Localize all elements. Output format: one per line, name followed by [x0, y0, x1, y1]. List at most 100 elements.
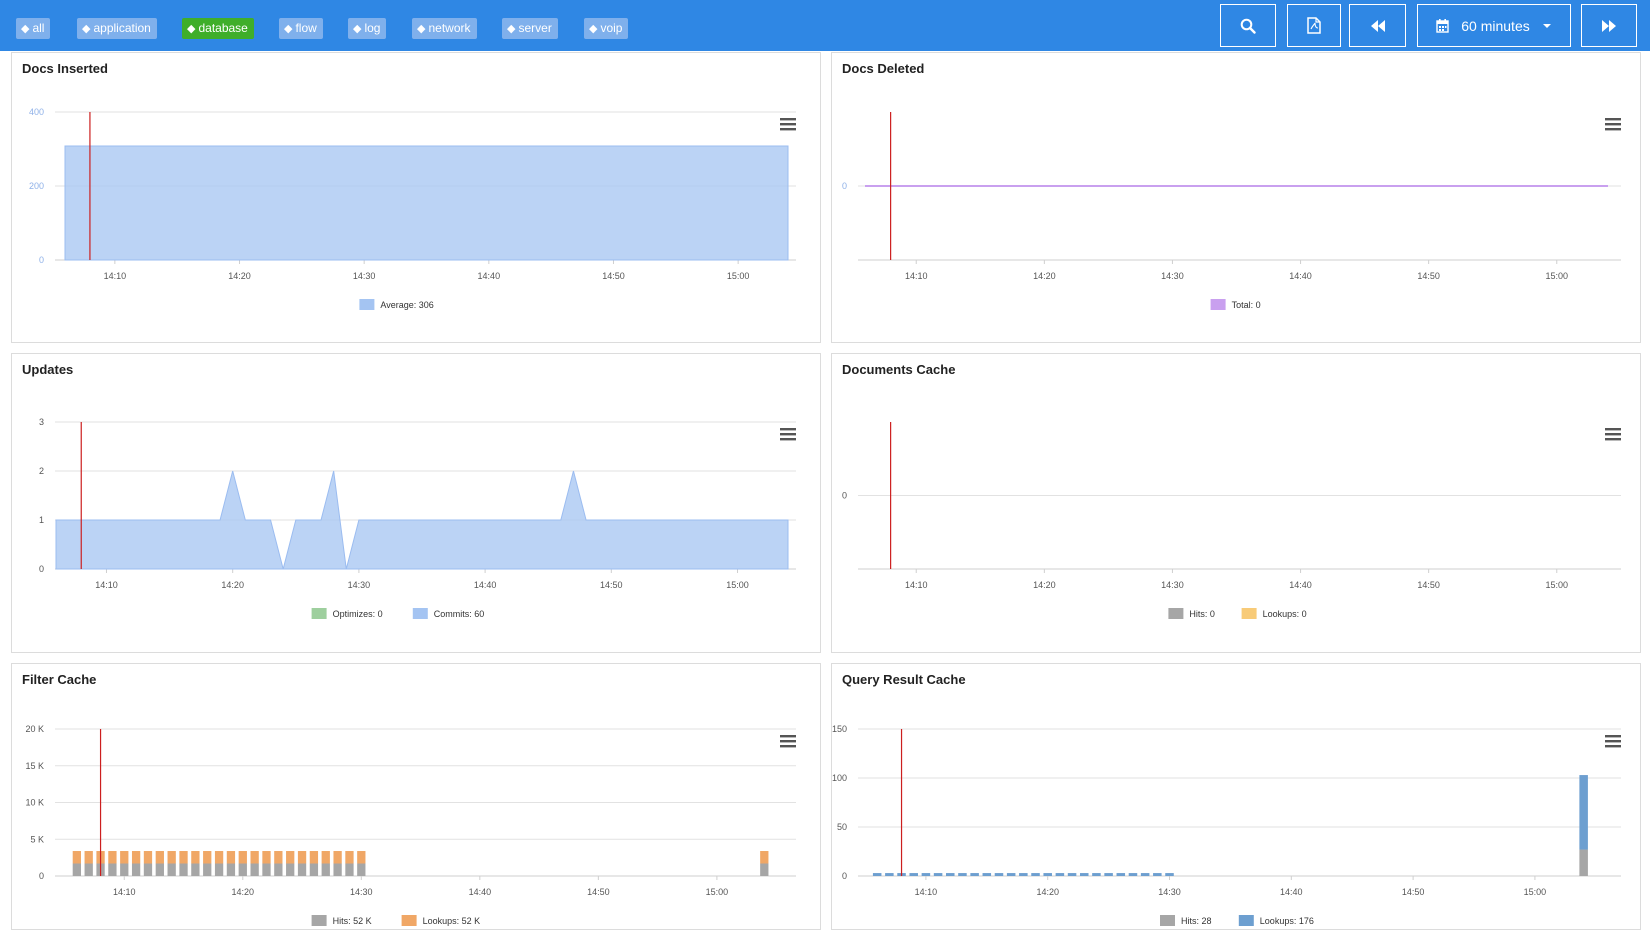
x-tick-label: 14:30 — [1161, 271, 1184, 281]
bar-segment — [345, 863, 354, 876]
legend-item[interactable]: Lookups: 0 — [1241, 608, 1307, 619]
panel-documents-cache: Documents Cache 0 14:10 14:20 14:30 14:40 14:5… — [831, 353, 1641, 653]
bar-segment — [1128, 873, 1138, 876]
legend-label: Average: 306 — [380, 300, 433, 310]
bar-segment — [120, 863, 129, 876]
bar-segment — [321, 851, 330, 864]
chart-menu-icon[interactable] — [776, 114, 800, 134]
legend-item[interactable]: Commits: 60 — [412, 608, 485, 619]
tag-log[interactable]: ◆ log — [348, 18, 387, 39]
search-button[interactable] — [1220, 4, 1276, 47]
tag-network[interactable]: ◆ network — [412, 18, 477, 39]
chart-menu-icon[interactable] — [1601, 114, 1625, 134]
legend-label: Commits: 60 — [434, 609, 485, 619]
x-tick-label: 14:50 — [602, 271, 625, 281]
tag-all[interactable]: ◆ all — [16, 18, 51, 39]
next-range-button[interactable] — [1581, 4, 1637, 47]
bar-segment — [1031, 873, 1040, 876]
panel-title: Updates — [22, 362, 74, 377]
bar-segment — [1055, 873, 1065, 876]
tag-icon: ◆ — [187, 23, 196, 35]
x-tick-label: 15:00 — [1545, 271, 1568, 281]
y-tick-label: 10 K — [25, 798, 44, 808]
x-tick-label: 14:50 — [587, 887, 610, 897]
bar-segment — [238, 863, 247, 876]
bar-segment — [1579, 849, 1588, 876]
chart-menu-icon[interactable] — [1601, 731, 1625, 751]
x-tick-label: 14:40 — [474, 580, 497, 590]
legend-item[interactable]: Hits: 52 K — [311, 915, 372, 926]
chart-menu-icon[interactable] — [1601, 424, 1625, 444]
y-tick-label: 5 K — [30, 834, 44, 844]
x-tick-label: 14:50 — [1417, 580, 1440, 590]
bar-segment — [108, 863, 117, 876]
tag-icon: ◆ — [417, 23, 426, 35]
tag-application[interactable]: ◆ application — [77, 18, 157, 39]
chart-query-result-cache: 0 50 100 150 14:10 14:20 14:30 14:40 14:50 15:00 H… — [832, 724, 1625, 926]
bar-segment — [297, 863, 307, 876]
y-tick-label: 0 — [842, 871, 847, 881]
x-tick-label: 14:30 — [353, 271, 376, 281]
bar-segment — [1092, 873, 1101, 876]
bar-segment — [1104, 873, 1113, 876]
previous-range-button[interactable] — [1349, 4, 1406, 47]
chart-docs-inserted: 0 200 400 14:10 14:20 14:30 14:40 14:50 15:00 Ave… — [29, 107, 800, 310]
bar-segment — [131, 851, 141, 864]
y-tick-label: 20 K — [25, 724, 44, 734]
file-pdf-icon — [1307, 17, 1321, 34]
series-area — [64, 145, 789, 261]
x-tick-label: 14:10 — [104, 271, 127, 281]
chart-menu-icon[interactable] — [776, 731, 800, 751]
x-tick-label: 14:10 — [905, 271, 928, 281]
panel-filter-cache: Filter Cache 0 5 K 10 K 15 K 20 K 14:10 14:20 14… — [11, 663, 821, 930]
x-tick-label: 14:20 — [228, 271, 251, 281]
legend-item[interactable]: Hits: 28 — [1160, 915, 1212, 926]
y-tick-label: 150 — [832, 724, 847, 734]
tag-label: server — [518, 21, 552, 35]
legend-item[interactable]: Total: 0 — [1210, 299, 1261, 310]
tag-icon: ◆ — [353, 23, 362, 35]
bar-segment — [262, 863, 271, 876]
x-tick-label: 14:30 — [348, 580, 371, 590]
legend-label: Optimizes: 0 — [333, 609, 383, 619]
bar-segment — [1165, 873, 1174, 876]
tag-database[interactable]: ◆ database — [182, 18, 254, 39]
legend-item[interactable]: Average: 306 — [359, 299, 434, 310]
legend-item[interactable]: Lookups: 52 K — [401, 915, 481, 926]
bar-segment — [191, 851, 200, 864]
bar-segment — [286, 851, 295, 864]
panel-title: Docs Inserted — [22, 61, 108, 76]
bar-segment — [226, 851, 236, 864]
bar-segment — [167, 851, 176, 864]
bar-segment — [191, 863, 200, 876]
y-tick-label: 100 — [832, 773, 847, 783]
legend-label: Hits: 0 — [1189, 609, 1215, 619]
tag-label: log — [364, 21, 381, 35]
chart-menu-icon[interactable] — [776, 424, 800, 444]
search-icon — [1240, 18, 1256, 34]
tag-icon: ◆ — [21, 23, 30, 35]
tag-flow[interactable]: ◆ flow — [279, 18, 323, 39]
legend-item[interactable]: Optimizes: 0 — [311, 608, 383, 619]
x-tick-label: 14:50 — [600, 580, 623, 590]
top-toolbar: ◆ all ◆ application ◆ database ◆ flow ◆ log ◆ netwo… — [0, 0, 1650, 51]
tag-server[interactable]: ◆ server — [502, 18, 558, 39]
bar-segment — [143, 851, 153, 864]
tag-icon: ◆ — [507, 23, 516, 35]
x-tick-label: 14:50 — [1417, 271, 1440, 281]
time-range-dropdown[interactable]: 60 minutes — [1417, 4, 1571, 47]
bar-segment — [72, 851, 82, 864]
export-pdf-button[interactable] — [1287, 4, 1341, 47]
x-tick-label: 15:00 — [1545, 580, 1568, 590]
x-tick-label: 14:40 — [1280, 887, 1303, 897]
legend-item[interactable]: Lookups: 176 — [1238, 915, 1314, 926]
legend-item[interactable]: Hits: 0 — [1168, 608, 1215, 619]
bar-segment — [933, 873, 943, 876]
bar-segment — [203, 863, 212, 876]
x-tick-label: 14:20 — [1036, 887, 1059, 897]
x-tick-label: 14:20 — [1033, 271, 1056, 281]
legend-label: Lookups: 176 — [1260, 916, 1314, 926]
panel-query-result-cache: Query Result Cache 0 50 100 150 14:10 14:20 14:… — [831, 663, 1641, 930]
tag-voip[interactable]: ◆ voip — [584, 18, 629, 39]
chart-documents-cache: 0 14:10 14:20 14:30 14:40 14:50 15:00 Hits: 0 Lo… — [842, 421, 1625, 619]
